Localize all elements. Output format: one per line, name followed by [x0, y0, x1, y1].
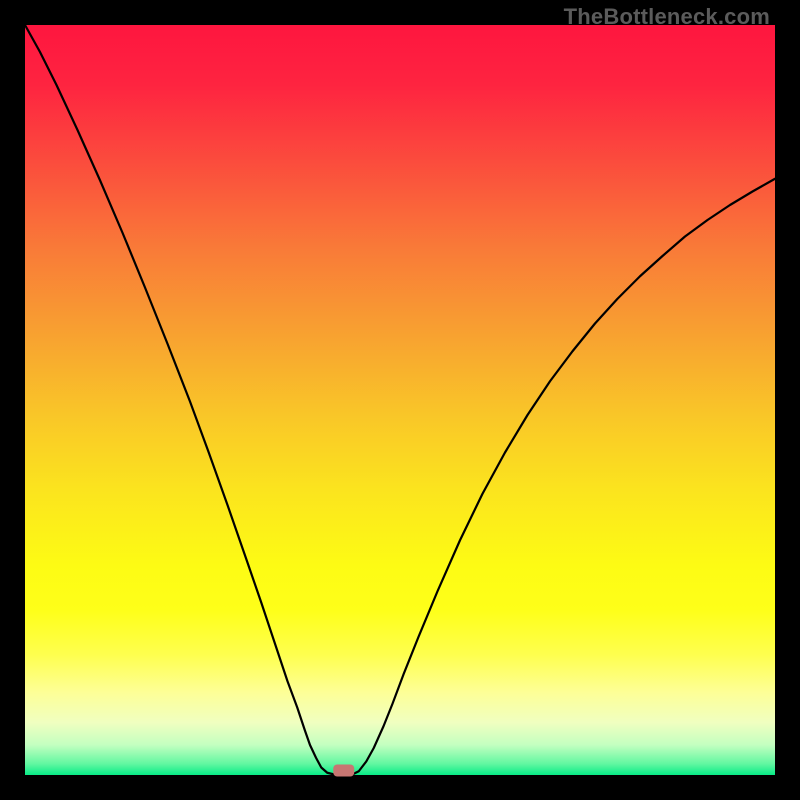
chart-frame: TheBottleneck.com	[0, 0, 800, 800]
bottleneck-curve	[25, 25, 775, 775]
minimum-marker	[333, 765, 354, 777]
plot-area	[25, 25, 775, 775]
curve-layer	[25, 25, 775, 775]
